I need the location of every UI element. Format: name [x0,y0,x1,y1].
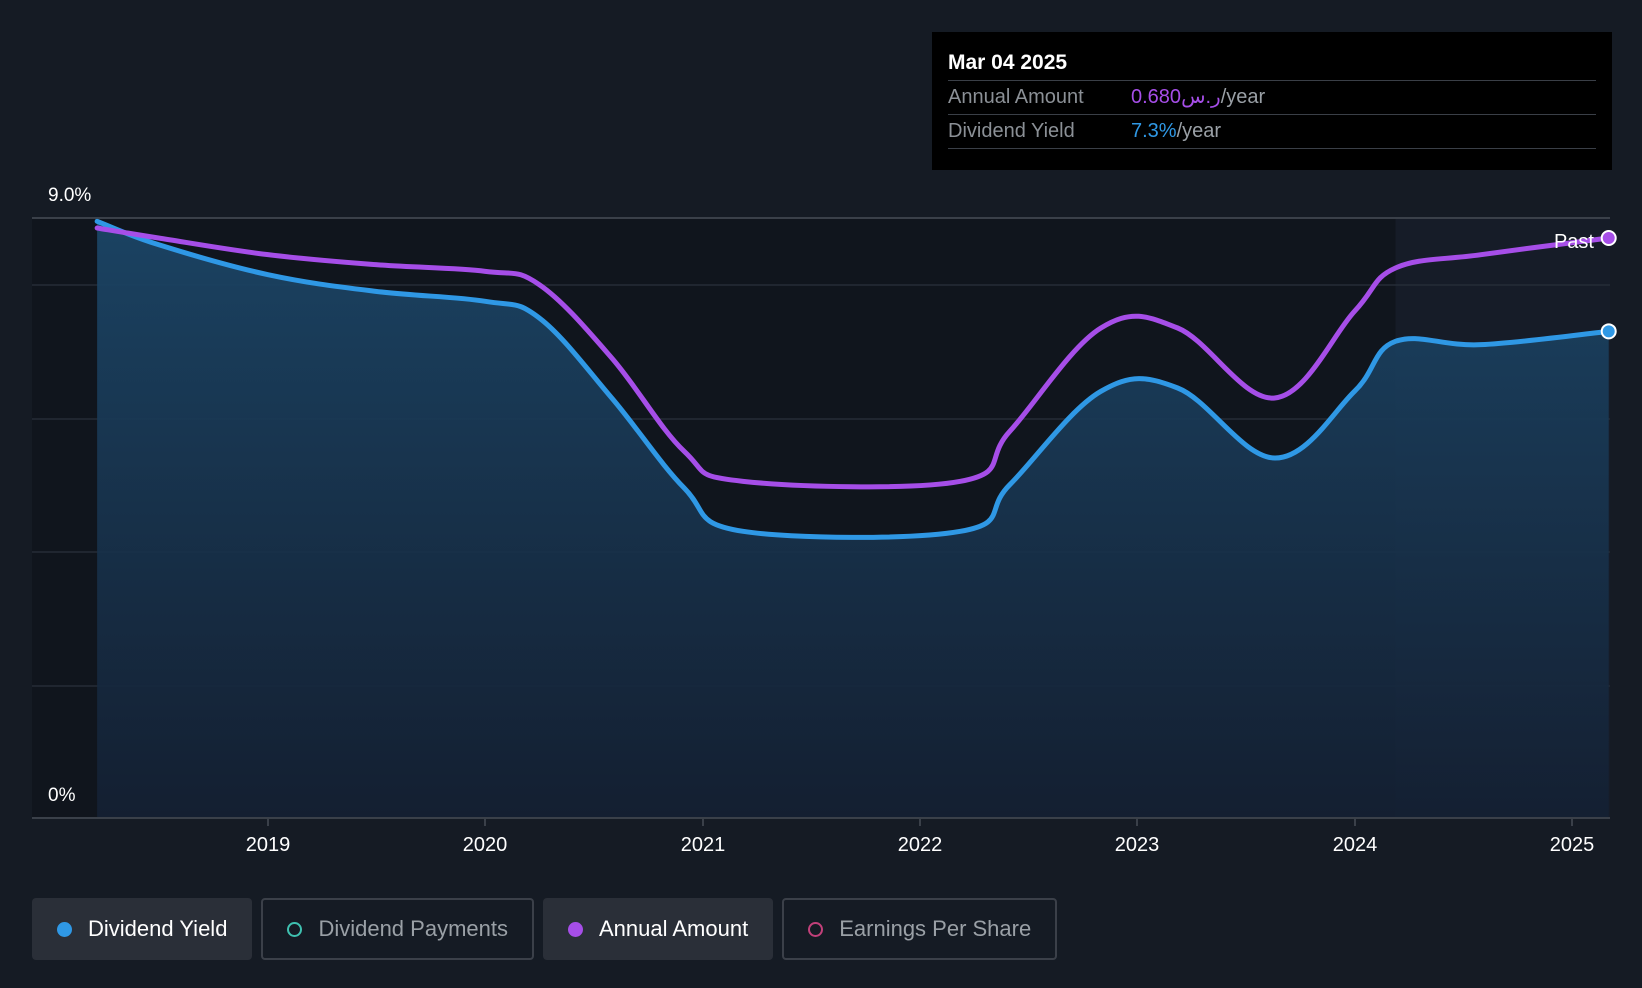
x-tick-label: 2021 [681,834,726,856]
tooltip-label: Dividend Yield [948,120,1075,142]
x-tick-label: 2019 [246,834,291,856]
y-tick-label-top: 9.0% [48,185,91,206]
legend-annual-amount[interactable]: Annual Amount [542,898,774,960]
legend-dividend-yield[interactable]: Dividend Yield [32,898,253,960]
legend-earnings-per-share[interactable]: Earnings Per Share [782,898,1058,960]
legend-dividend-payments[interactable]: Dividend Payments [261,898,534,960]
legend-label: Dividend Yield [88,916,228,941]
tooltip-row-annual-amount: Annual Amount 0.680ر.س /year [948,81,1596,115]
tooltip-label: Annual Amount [948,86,1084,108]
past-label: Past [1554,231,1594,253]
x-tick-label: 2025 [1550,834,1595,856]
tooltip-value: 7.3% [1131,120,1177,142]
annual-amount-end-point [1600,230,1617,246]
x-axis-ticks: 2019 2020 2021 2022 2023 2024 2025 [246,818,1595,856]
hollow-dot-icon [287,921,303,937]
dividend-yield-line [94,218,1612,540]
dividend-chart: 2019 2020 2021 2022 2023 2024 2025 9.0% 0% Pas… [32,185,1617,856]
tooltip-unit: /year [1220,86,1266,108]
legend-label: Annual Amount [598,916,749,941]
x-tick-label: 2020 [463,834,508,856]
x-tick-label: 2022 [898,834,943,856]
x-tick-label: 2023 [1115,834,1160,856]
filled-dot-icon [567,921,583,937]
legend: Dividend Yield Dividend Payments Annual … [32,898,1066,960]
x-tick-label: 2024 [1333,834,1378,856]
legend-label: Dividend Payments [318,916,508,941]
tooltip-date: Mar 04 2025 [948,46,1596,81]
hollow-dot-icon [808,921,824,937]
filled-dot-icon [57,921,72,937]
dividend-yield-area [97,221,1609,819]
tooltip-row-dividend-yield: Dividend Yield 7.3% /year [948,115,1596,149]
tooltip-panel: Mar 04 2025 Annual Amount 0.680ر.س /year… [932,32,1612,170]
dividend-yield-end-point [1600,323,1617,340]
y-tick-label-bottom: 0% [48,785,76,806]
tooltip-value: 0.680ر.س [1131,86,1221,108]
annual-amount-line [94,225,1612,490]
tooltip-unit: /year [1176,120,1222,142]
legend-label: Earnings Per Share [839,916,1032,941]
